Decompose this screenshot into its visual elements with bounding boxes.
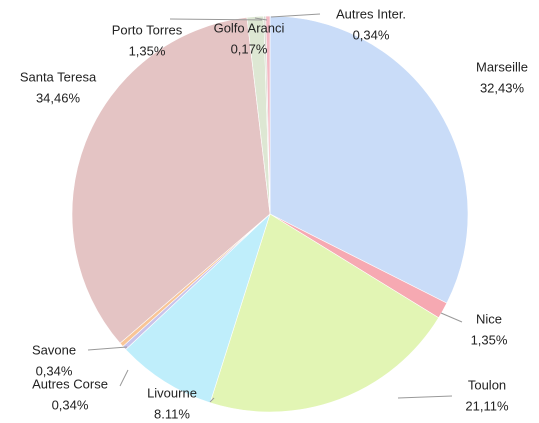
leader-line <box>87 346 128 351</box>
pie <box>71 15 469 413</box>
pie-slice <box>265 15 271 215</box>
slice-label: Santa Teresa <box>20 69 97 84</box>
slice-value: 0,34% <box>36 363 73 378</box>
slice-label: Porto Torres <box>112 22 183 37</box>
slice-label: Nice <box>476 311 502 326</box>
pie-slice <box>71 17 271 344</box>
leader-line <box>440 312 463 323</box>
leader-line <box>209 397 215 403</box>
leader-line <box>119 369 129 387</box>
slice-value: 0,34% <box>353 27 390 42</box>
labels: Marseille 32,43% Nice 1,35% Toulon 21,11% Livo… <box>20 6 528 421</box>
leader-line <box>397 395 453 399</box>
leader-line <box>270 13 321 18</box>
slice-label: Livourne <box>147 385 197 400</box>
slice-label: Toulon <box>468 377 506 392</box>
slice-value: 1,35% <box>129 43 166 58</box>
leader-lines <box>87 13 463 403</box>
slice-value: 21,11% <box>465 398 509 413</box>
slice-value: 34,46% <box>36 90 81 105</box>
slice-label: Savone <box>32 342 76 357</box>
slice-label: Autres Corse <box>32 376 108 391</box>
slice-value: 0,34% <box>52 397 89 412</box>
pie-slice <box>209 213 440 413</box>
leader-line <box>169 18 263 21</box>
slice-value: 8.11% <box>154 406 190 421</box>
pie-slice <box>125 212 271 404</box>
slice-label: Golfo Aranci <box>214 20 285 35</box>
slice-label: Autres Inter. <box>336 6 406 21</box>
leader-line <box>254 17 268 21</box>
slice-value: 1,35% <box>471 332 508 347</box>
slice-value: 0,17% <box>231 41 268 56</box>
slice-value: 32,43% <box>480 80 525 95</box>
pie-slice <box>269 15 469 304</box>
slice-label: Marseille <box>476 59 528 74</box>
